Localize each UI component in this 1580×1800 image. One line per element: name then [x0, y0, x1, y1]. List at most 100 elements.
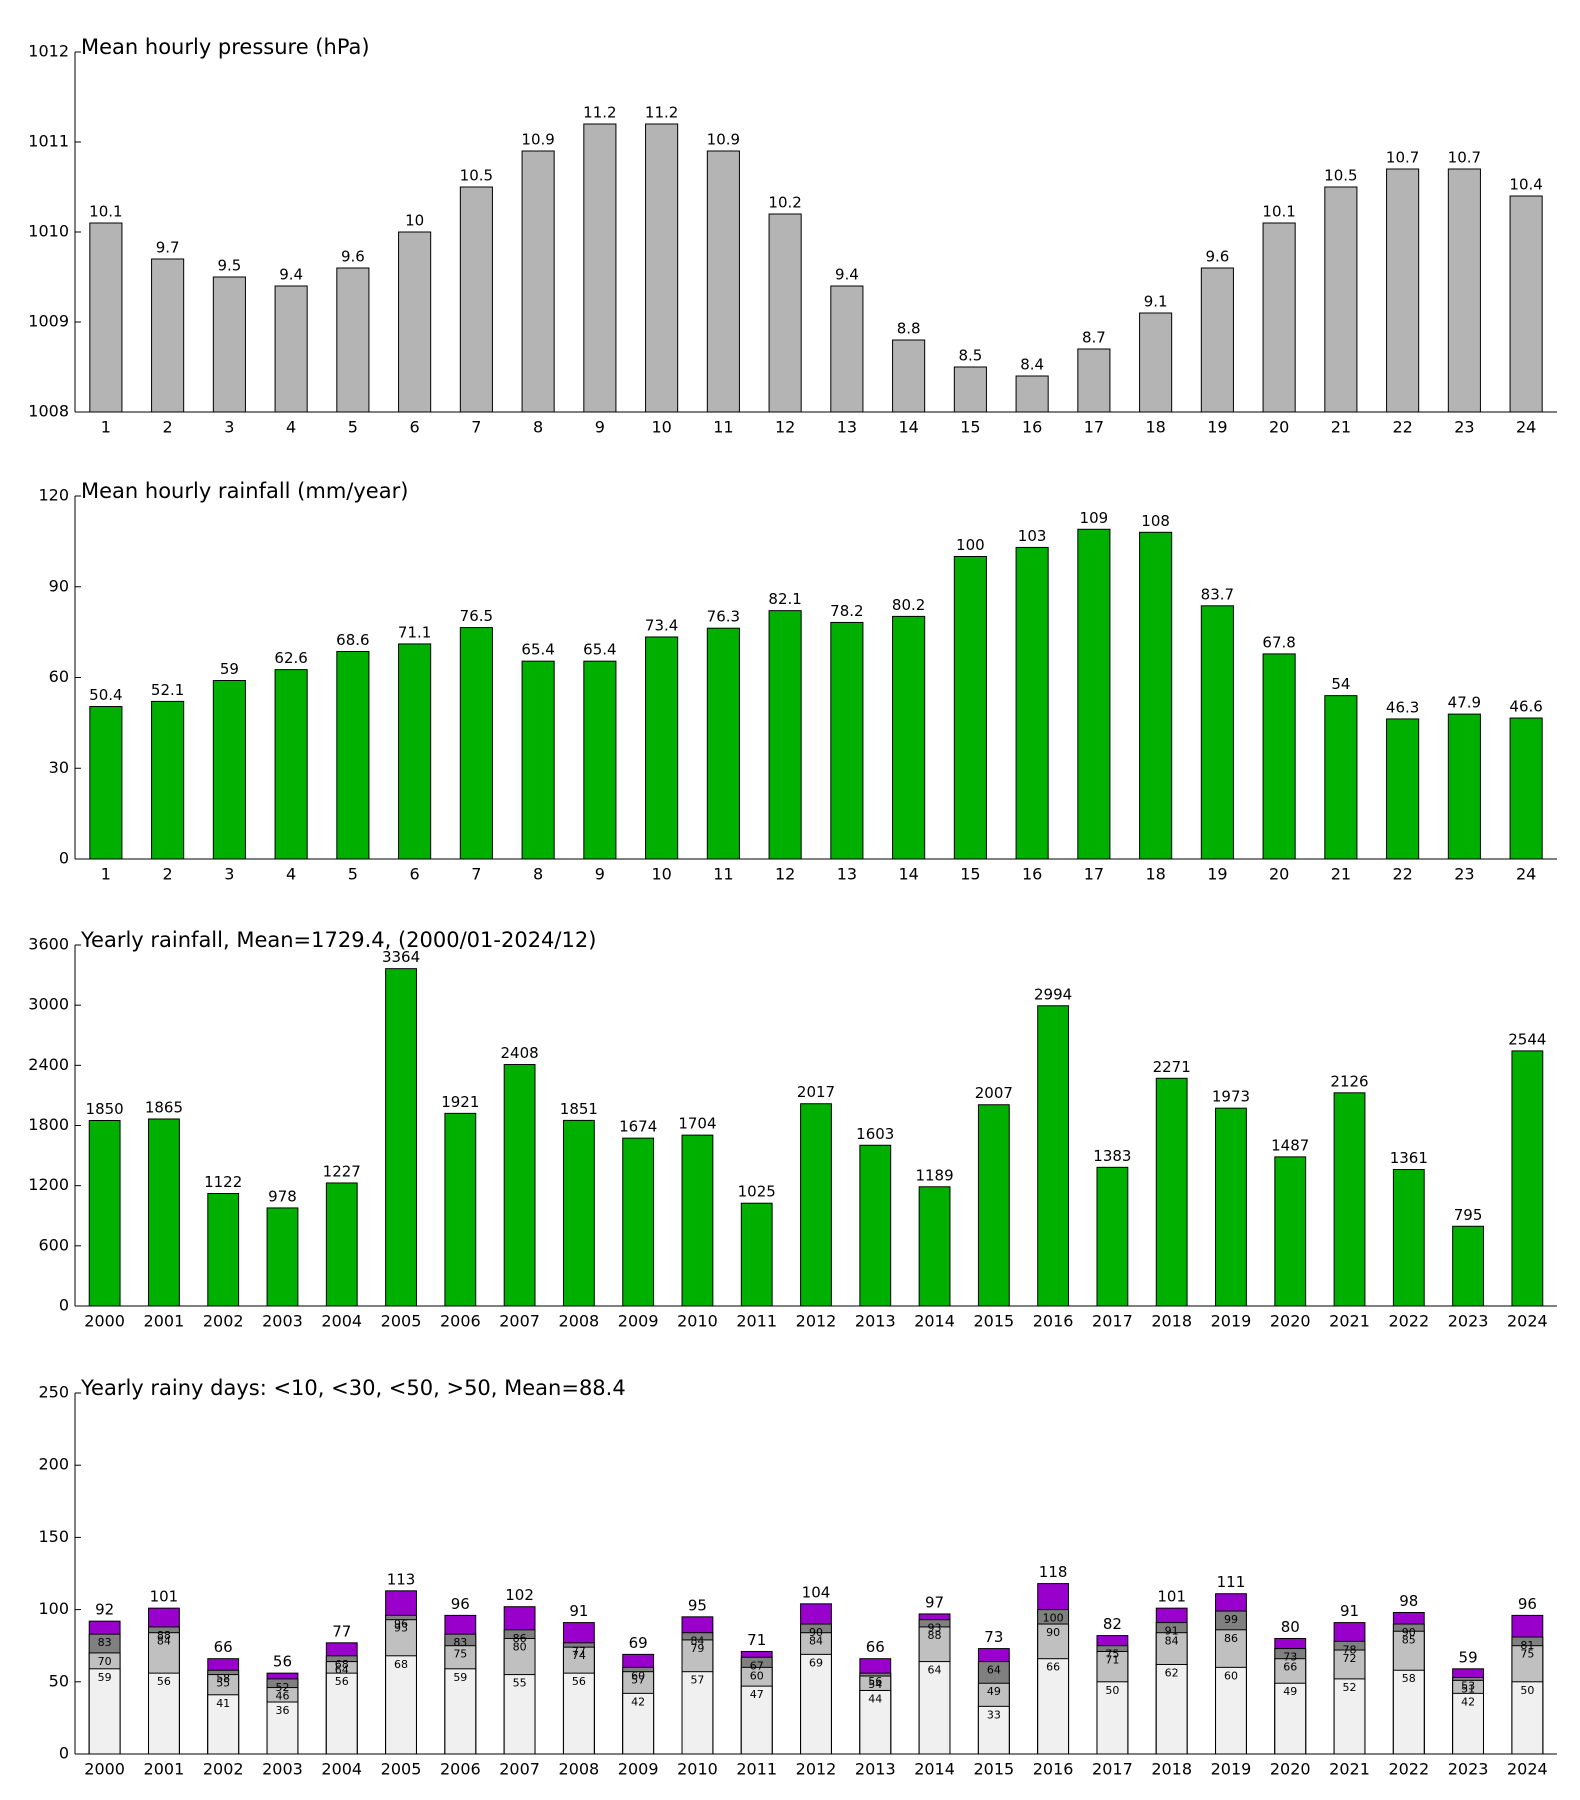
segment-label: 67: [750, 1659, 764, 1672]
x-tick-label: 24: [1516, 865, 1536, 884]
segment-label: 75: [453, 1648, 467, 1661]
bar: [1447, 168, 1481, 413]
value-label: 65.4: [521, 641, 554, 659]
segment-label: 68: [335, 1658, 349, 1671]
segment-label: 71: [1105, 1653, 1119, 1666]
bar-segment: [503, 1674, 536, 1755]
y-tick-label: 0: [59, 1296, 69, 1315]
bar: [953, 556, 987, 860]
value-label: 10.7: [1448, 149, 1481, 167]
value-label: 11.2: [645, 104, 678, 122]
x-tick-label: 2009: [618, 1760, 659, 1779]
bar: [583, 660, 617, 860]
x-tick-label: 2007: [499, 1760, 540, 1779]
x-tick-label: 2012: [796, 1760, 837, 1779]
bar: [503, 1064, 536, 1307]
x-tick-label: 4: [286, 865, 296, 884]
segment-label: 55: [216, 1677, 230, 1690]
value-label: 8.7: [1082, 329, 1106, 347]
bar: [1262, 653, 1296, 860]
bar: [645, 636, 679, 860]
value-label: 2994: [1034, 985, 1072, 1003]
bar: [1509, 195, 1543, 413]
segment-label: 46: [275, 1690, 289, 1703]
segment-label: 75: [1105, 1648, 1119, 1661]
x-tick-label: 2023: [1448, 1312, 1489, 1331]
x-tick-label: 2000: [84, 1312, 125, 1331]
value-label: 9.4: [835, 266, 859, 284]
segment-label: 78: [1343, 1643, 1357, 1656]
value-label: 91: [569, 1602, 588, 1620]
value-label: 46.3: [1386, 698, 1419, 716]
bar: [336, 650, 370, 860]
segment-label: 57: [690, 1674, 704, 1687]
y-tick-label: 0: [59, 1744, 69, 1763]
x-tick-label: 12: [775, 418, 795, 437]
segment-label: 90: [1402, 1626, 1416, 1639]
segment-label: 96: [394, 1617, 408, 1630]
y-tick-label: 250: [38, 1383, 69, 1402]
value-label: 67.8: [1262, 633, 1295, 651]
x-tick-label: 23: [1454, 418, 1474, 437]
x-tick-label: 16: [1022, 865, 1042, 884]
x-tick-label: 2: [163, 865, 173, 884]
x-tick-label: 2020: [1270, 1760, 1311, 1779]
segment-label: 33: [987, 1708, 1001, 1721]
bar-segment: [1155, 1663, 1188, 1755]
bar: [645, 123, 679, 413]
x-tick-label: 2005: [381, 1760, 422, 1779]
segment-label: 86: [513, 1632, 527, 1645]
bar: [1215, 1107, 1247, 1307]
bar: [768, 213, 802, 413]
x-tick-label: 2004: [321, 1312, 362, 1331]
x-tick-label: 5: [348, 865, 358, 884]
value-label: 73.4: [645, 616, 678, 634]
bar: [768, 610, 802, 860]
value-label: 82.1: [768, 590, 801, 608]
bar: [1262, 222, 1296, 413]
value-label: 10.9: [707, 131, 740, 149]
y-tick-label: 1012: [28, 42, 69, 61]
value-label: 47.9: [1448, 694, 1481, 712]
segment-label: 83: [98, 1636, 112, 1649]
bar: [1015, 546, 1049, 860]
value-label: 102: [505, 1586, 534, 1604]
segment-label: 54: [868, 1678, 882, 1691]
segment-label: 42: [631, 1695, 645, 1708]
x-tick-label: 2007: [499, 1312, 540, 1331]
x-tick-label: 2006: [440, 1312, 481, 1331]
value-label: 1973: [1212, 1088, 1250, 1106]
segment-label: 55: [513, 1677, 527, 1690]
segment-label: 36: [275, 1704, 289, 1717]
value-label: 10.9: [521, 131, 554, 149]
bar: [830, 621, 864, 860]
bar: [800, 1103, 832, 1307]
segment-label: 66: [1046, 1661, 1060, 1674]
bar: [681, 1134, 714, 1307]
y-tick-label: 90: [49, 576, 69, 595]
value-label: 113: [387, 1570, 416, 1588]
bar: [1509, 717, 1543, 860]
x-tick-label: 2023: [1448, 1760, 1489, 1779]
x-tick-label: 2008: [559, 1760, 600, 1779]
value-label: 795: [1454, 1206, 1483, 1224]
value-label: 978: [268, 1187, 297, 1205]
bar: [1274, 1156, 1307, 1307]
bar: [444, 1112, 477, 1307]
value-label: 66: [866, 1638, 885, 1656]
x-tick-label: 2013: [855, 1312, 896, 1331]
bar: [1447, 713, 1481, 860]
value-label: 104: [802, 1583, 831, 1601]
y-tick-label: 60: [49, 667, 69, 686]
x-tick-label: 21: [1331, 418, 1351, 437]
value-label: 10.1: [89, 203, 122, 221]
bar-segment: [562, 1672, 595, 1755]
segment-label: 58: [216, 1672, 230, 1685]
x-tick-label: 2010: [677, 1312, 718, 1331]
bar-segment: [1096, 1681, 1129, 1755]
value-label: 92: [95, 1601, 114, 1619]
x-tick-label: 2001: [144, 1760, 185, 1779]
x-tick-label: 4: [286, 418, 296, 437]
bar-segment: [385, 1655, 417, 1755]
value-label: 1025: [738, 1183, 776, 1201]
